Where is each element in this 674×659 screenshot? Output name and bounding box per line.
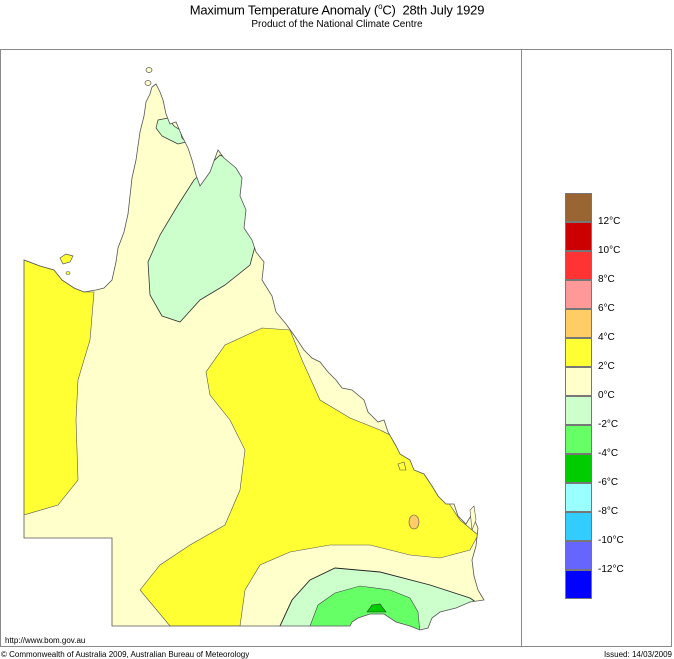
legend-label-2: 2°C [598,361,615,372]
title-unit: C) [382,2,396,18]
legend-label-m4: -4°C [598,448,619,459]
legend-label-m10: -10°C [598,535,624,546]
legend-label-m2: -2°C [598,419,619,430]
legend-swatch-6-8 [565,280,592,309]
degree-symbol: o [378,2,383,11]
region-4-6-spot [408,514,420,530]
legend-swatch-m8-m6 [565,483,592,512]
legend-divider [521,49,522,647]
legend-swatch-8-10 [565,251,592,280]
legend-swatch-m6-m4 [565,454,592,483]
issued-date: Issued: 14/03/2009 [603,650,672,659]
title-text: Maximum Temperature Anomaly ( [189,2,379,18]
legend-label-10: 10°C [598,245,621,256]
legend-label-m8: -8°C [598,506,619,517]
legend-label-4: 4°C [598,332,615,343]
legend-swatch-m2-0 [565,396,592,425]
map-title: Maximum Temperature Anomaly (oC) 28th Ju… [0,2,674,17]
legend-label-0: 0°C [598,390,615,401]
legend-swatch-m10-m8 [565,512,592,541]
region-2-4-central [139,327,479,627]
copyright-notice: © Commonwealth of Australia 2009, Austra… [1,650,250,659]
legend-label-m12: -12°C [598,564,624,575]
legend-label-m6: -6°C [598,477,619,488]
title-date: 28th July 1929 [402,2,485,18]
legend-swatch-0-2 [565,367,592,396]
island-small-gulf [65,271,71,275]
map-subtitle: Product of the National Climate Centre [251,19,423,30]
legend-swatch-m4-m2 [565,425,592,454]
legend-swatch-2-4 [565,338,592,367]
legend-swatch-4-6 [565,309,592,338]
legend-swatch-m12-m10 [565,541,592,570]
bom-website-link[interactable]: http://www.bom.gov.au [5,636,86,645]
map-frame [0,49,672,647]
island-fraser [469,505,477,531]
island-mornington [59,253,74,265]
region-m6-m4-south [366,603,387,613]
legend-swatch-above-12 [565,193,592,222]
legend-swatch-10-12 [565,222,592,251]
legend-label-6: 6°C [598,303,615,314]
island-north-1 [145,67,153,73]
legend-label-8: 8°C [598,274,615,285]
island-curtis [397,461,407,471]
legend-label-12: 12°C [598,216,621,227]
island-north-2 [144,80,152,86]
legend-swatch-below-m12 [565,570,592,599]
